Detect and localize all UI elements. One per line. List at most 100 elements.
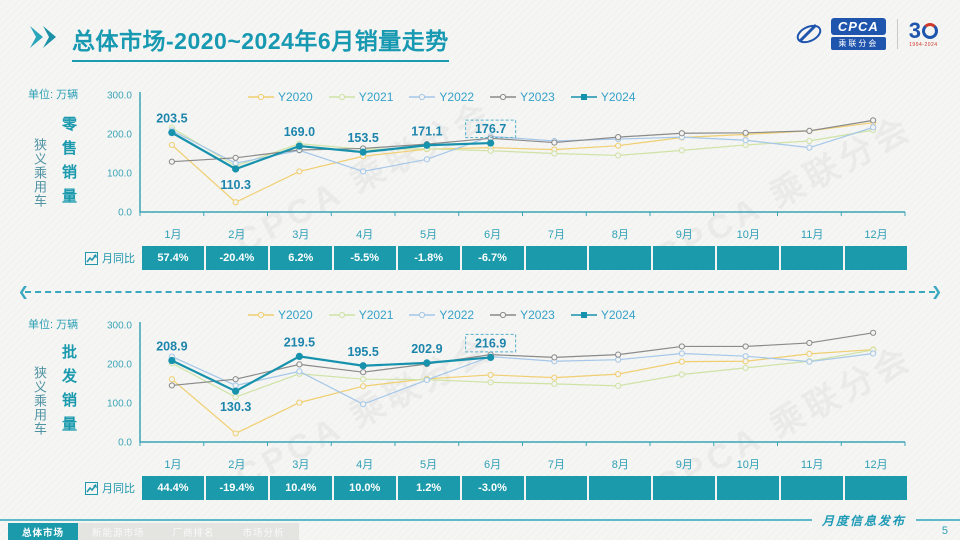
month-label: 11月 [800,229,824,241]
marker-Y2023 [742,343,749,350]
marker-Y2020 [615,371,622,378]
marker-Y2020 [615,142,622,149]
legend-item-Y2020: Y2020 [248,90,313,104]
marker-Y2024 [168,356,176,365]
legend-label: Y2021 [358,90,394,104]
marker-Y2020 [360,383,367,390]
legend-wholesale: Y2020 Y2021 Y2022 Y2023 Y2024 [248,308,636,322]
marker-Y2020 [296,399,303,406]
month-label: 7月 [547,229,566,241]
marker-Y2021 [742,364,749,372]
marker-Y2020 [232,430,239,437]
category-label-retail: 狭义乘用车 [32,138,47,208]
unit-label-retail: 单位: 万辆 [28,89,79,101]
cpca-logo-text: CPCA 乘联分会 [830,18,886,50]
month-label: 8月 [611,229,629,241]
data-label: 208.9 [156,340,187,354]
arrow-left-icon: ❮ [18,284,29,299]
y-axis-tick: 300.0 [107,91,132,102]
cpca-swoosh-icon [796,23,822,44]
marker-Y2023 [360,369,367,376]
yoy-cell: -19.4% [205,476,268,500]
data-label: 169.0 [284,125,315,139]
data-label: 176.7 [475,122,506,136]
anniversary-logo: 3 1994-2024 [909,20,938,48]
yoy-cell [589,476,652,500]
month-label: 4月 [356,459,374,471]
month-label: 3月 [292,459,310,471]
marker-Y2024 [487,139,495,147]
yoy-cell: -20.4% [205,246,268,270]
marker-Y2023 [551,139,558,146]
data-label-box [465,119,517,139]
legend-item-Y2023: Y2023 [490,90,555,104]
marker-Y2022 [360,168,367,175]
marker-Y2024 [295,142,303,150]
double-chevron-icon [30,26,56,48]
unit-label-wholesale: 单位: 万辆 [28,319,79,331]
marker-Y2023 [168,382,175,389]
marker-Y2023 [551,354,558,361]
month-label: 7月 [547,459,566,471]
marker-Y2021 [806,137,813,145]
footer-tab-总体市场[interactable]: 总体市场 [8,523,79,540]
cpca-logo-subtitle: 乘联分会 [830,37,886,50]
marker-Y2024 [423,359,431,367]
header: 总体市场-2020~2024年6月销量走势 [28,22,449,62]
marker-Y2022 [806,144,813,151]
logo-divider [896,19,898,49]
cpca-logo: CPCA 乘联分会 3 1994-2024 [794,18,938,50]
marker-Y2021 [232,394,239,401]
yoy-cell: 57.4% [142,246,204,270]
marker-Y2020 [168,376,175,383]
anniversary-ring-icon [922,23,938,39]
footer-tab-市场分析[interactable]: 市场分析 [228,523,299,540]
series-line-Y2021 [171,349,874,398]
marker-Y2023 [168,158,175,165]
marker-Y2020 [296,168,303,175]
legend-item-Y2021: Y2021 [328,90,394,104]
month-axis-wholesale: 1月 2月 3月 4月 5月 6月 7月 8月 9月 10月 11月 12月 [85,454,907,472]
marker-Y2024 [487,353,495,362]
legend-item-Y2024: Y2024 [570,90,636,104]
marker-Y2021 [615,152,622,159]
marker-Y2024 [359,148,367,156]
month-label: 4月 [356,229,374,241]
month-label: 11月 [800,459,824,471]
marker-Y2023 [678,130,685,137]
y-axis-tick: 200.0 [107,130,132,141]
legend-label: Y2022 [439,90,475,104]
legend-marker-Y2024 [570,94,597,100]
month-label: 10月 [736,459,760,471]
footer-tab-厂商排名[interactable]: 厂商排名 [158,523,229,540]
y-axis-tick: 100.0 [107,399,132,410]
data-label: 216.9 [475,336,506,350]
yoy-label-wholesale: 月同比 [102,483,135,495]
marker-Y2021 [551,380,558,387]
month-label: 12月 [864,459,888,471]
yoy-cell: 6.2% [269,246,332,270]
marker-Y2020 [551,374,558,381]
legend-marker-Y2021 [328,93,355,101]
wholesale-line-chart: 0.0 100.0 200.0 300.0 208.9 130.3 219.5 195.5 20… [107,321,906,449]
yoy-cell: 1.2% [397,476,460,500]
marker-Y2020 [806,350,813,357]
marker-Y2022 [742,137,749,144]
data-label: 130.3 [220,400,251,414]
marker-Y2021 [551,150,558,157]
yoy-cell [845,246,907,270]
series-line-Y2020 [171,122,874,203]
legend-label: Y2020 [278,90,313,104]
data-label: 203.5 [156,112,187,126]
series-line-Y2021 [171,127,874,167]
legend-item-Y2024: Y2024 [570,308,636,322]
series-line-Y2022 [171,126,874,173]
marker-Y2022 [296,368,303,375]
month-label: 6月 [483,459,502,471]
title-secondary: -2020~2024年6月销量走势 [166,28,449,54]
month-label: 10月 [736,229,760,241]
footer-tab-新能源市场[interactable]: 新能源市场 [78,523,159,540]
yoy-cell [525,246,588,270]
legend-marker-Y2021 [328,311,355,319]
month-label: 3月 [292,229,310,241]
